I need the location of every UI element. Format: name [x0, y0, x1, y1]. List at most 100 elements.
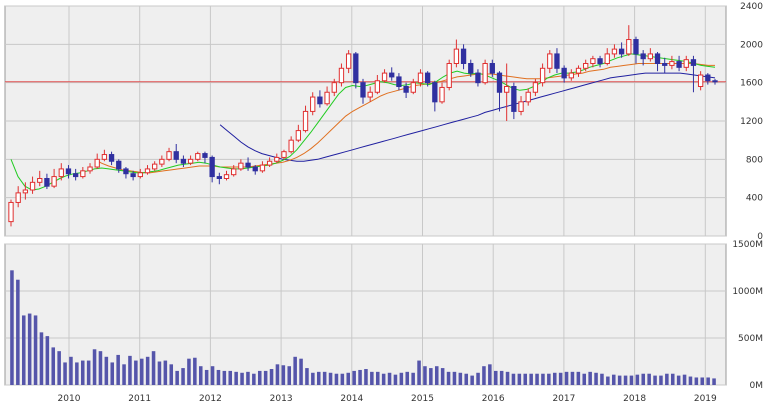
volume-bar: [21, 315, 26, 385]
candle-body: [51, 176, 57, 187]
volume-bar: [45, 336, 50, 385]
volume-bar: [552, 372, 557, 385]
volume-bar: [375, 371, 380, 385]
volume-bar: [198, 366, 203, 385]
volume-bar: [606, 376, 610, 385]
volume-bar: [122, 364, 126, 385]
volume-bar: [163, 360, 168, 385]
candle-body: [604, 53, 610, 65]
candle-body: [446, 63, 452, 88]
candle-body: [281, 151, 287, 158]
candle-body: [453, 48, 460, 64]
volume-bar: [257, 370, 262, 385]
candle-body: [345, 53, 352, 69]
volume-bar: [523, 373, 528, 385]
candle-body: [195, 153, 201, 160]
candle-body: [396, 76, 402, 87]
candle-body: [654, 53, 661, 65]
candle-body: [590, 58, 596, 64]
candle-body: [159, 158, 165, 165]
volume-bar: [358, 369, 362, 385]
volume-bar: [564, 371, 569, 385]
volume-bar: [647, 373, 651, 385]
candle-body: [317, 96, 323, 105]
x-tick-label: 2016: [482, 394, 505, 404]
volume-bar: [600, 373, 604, 385]
x-tick-label: 2010: [58, 394, 81, 404]
volume-bar: [216, 369, 221, 385]
candle-body: [712, 80, 718, 83]
candle-body: [662, 63, 668, 66]
candle-body: [561, 67, 567, 79]
volume-bar: [145, 356, 150, 385]
candle-body: [252, 166, 258, 172]
volume-bar: [316, 371, 321, 385]
candle-body: [683, 59, 689, 68]
candle-body: [37, 178, 43, 183]
candle-body: [29, 181, 36, 191]
candle-body: [245, 162, 251, 168]
volume-bar: [665, 373, 669, 385]
candle-body: [626, 39, 632, 55]
price-y-tick-label: 2400: [740, 2, 763, 12]
candle-body: [367, 91, 373, 98]
volume-bar: [269, 369, 274, 385]
volume-bar: [110, 362, 115, 385]
candle-body: [338, 67, 345, 84]
volume-bar: [204, 369, 209, 385]
volume-bar: [181, 368, 185, 385]
candle-body: [496, 72, 503, 93]
volume-bar: [39, 332, 44, 385]
volume-bar: [464, 373, 469, 385]
volume-y-axis: 0M 500M 1000M 1500M: [732, 240, 763, 391]
volume-bar: [293, 356, 297, 385]
volume-bar: [128, 355, 132, 385]
candle-body: [65, 168, 72, 175]
candle-body: [424, 72, 431, 84]
volume-bar: [493, 370, 498, 385]
volume-bar: [611, 374, 616, 385]
price-y-axis: 0 400 800 1200 1600 2000 2400: [740, 2, 763, 242]
candle-body: [460, 48, 467, 64]
x-axis: 2010 2011 2012 2013 2014 2015 2016 2017 2018 2019: [58, 394, 717, 404]
volume-bar: [328, 372, 333, 385]
candle-body: [80, 170, 86, 178]
candle-body: [216, 176, 222, 179]
volume-bar: [10, 270, 14, 385]
volume-bar: [370, 371, 374, 385]
volume-bar: [228, 370, 233, 385]
candle-body: [231, 168, 237, 176]
volume-bar: [116, 354, 120, 385]
volume-bar: [570, 371, 575, 385]
candle-body: [101, 154, 108, 160]
volume-bar: [482, 366, 486, 385]
candle-body: [568, 72, 574, 79]
candle-body: [439, 86, 445, 103]
price-y-tick-label: 0: [757, 232, 763, 242]
volume-bar: [86, 360, 91, 385]
volume-bar: [411, 372, 415, 385]
volume-bar: [653, 375, 657, 385]
volume-bar: [470, 375, 474, 385]
volume-bar: [594, 372, 598, 385]
x-tick-label: 2018: [623, 394, 646, 404]
candle-body: [8, 201, 14, 223]
volume-bar: [700, 377, 705, 385]
candle-body: [360, 82, 366, 98]
candle-body: [611, 48, 618, 55]
candle-body: [180, 158, 187, 164]
candle-body: [209, 156, 215, 178]
candle-body: [137, 172, 143, 178]
volume-bar: [157, 361, 162, 385]
candle-body: [295, 130, 302, 141]
price-y-tick-label: 1600: [740, 79, 763, 89]
volume-bar: [222, 370, 227, 385]
volume-bar: [694, 377, 699, 385]
candle-body: [482, 63, 488, 84]
x-tick-label: 2013: [270, 394, 293, 404]
price-grid: [5, 5, 726, 237]
candle-body: [223, 174, 230, 180]
volume-y-tick-label: 1500M: [732, 240, 763, 250]
volume-bar: [399, 372, 404, 385]
